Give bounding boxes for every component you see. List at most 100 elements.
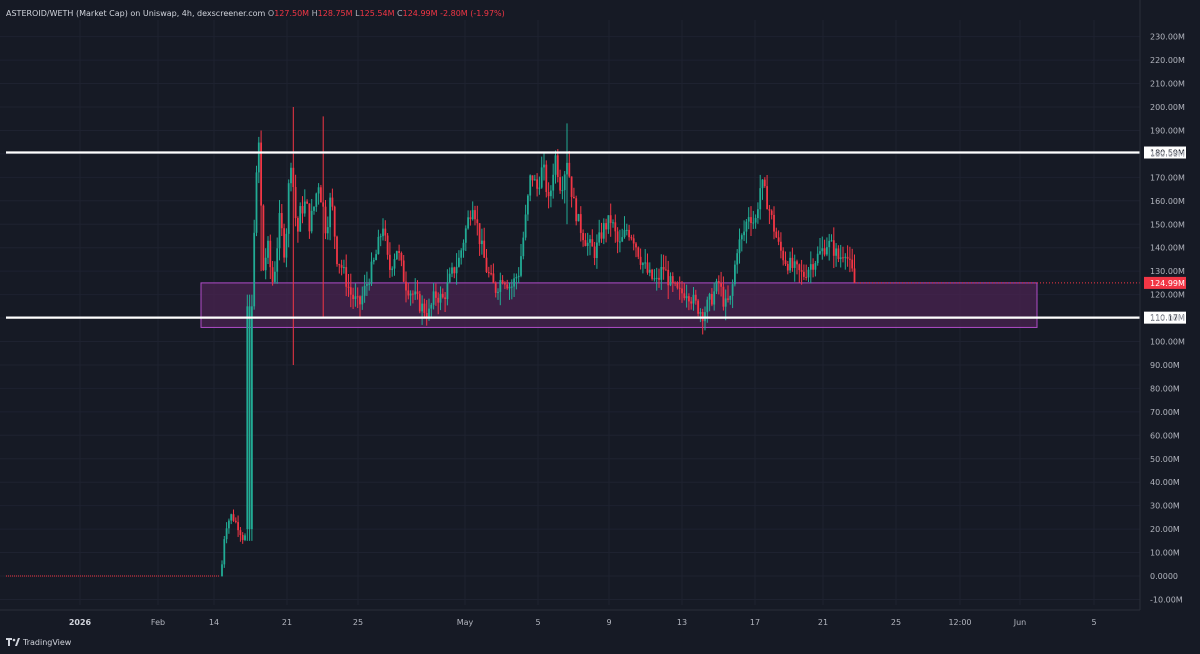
candle-body (520, 256, 522, 276)
candle-body (685, 296, 688, 299)
candle-body (768, 209, 771, 211)
candle-body (375, 254, 377, 261)
candle-body (570, 176, 573, 197)
candle-body (743, 231, 745, 236)
support-zone[interactable] (200, 282, 1038, 328)
time-tick-label: 5 (1091, 618, 1096, 627)
candle-body (430, 304, 433, 309)
price-tick-label: 100.00M (1150, 338, 1185, 347)
candle-body (632, 238, 635, 244)
candle-body (223, 539, 226, 565)
candle-body (517, 275, 520, 278)
candle-body (761, 179, 764, 189)
candle-body (453, 267, 456, 274)
price-axis[interactable]: 230.00M 220.00M 210.00M 200.00M 190.00M 180.0… (1139, 0, 1185, 610)
candle-body (448, 273, 451, 283)
time-tick-label: 9 (606, 618, 611, 627)
price-tick-label: 200.00M (1150, 103, 1185, 112)
candle-body (812, 264, 814, 270)
candle-body (646, 262, 649, 273)
candle-body (393, 259, 396, 269)
time-tick-label: 5 (535, 618, 540, 627)
candle-body (432, 291, 435, 305)
candle-body (283, 228, 285, 258)
candle-body (807, 269, 810, 278)
candle-body (418, 293, 421, 312)
candle-body (676, 283, 679, 288)
candle-body (490, 273, 492, 275)
candle-body (766, 186, 768, 210)
candle-body (435, 291, 437, 298)
level-label-text: 180.59M (1150, 149, 1185, 158)
tradingview-logo[interactable]: TradingView (6, 638, 71, 647)
candle-body (246, 306, 249, 530)
candle-body (326, 227, 329, 234)
candle-body (582, 232, 584, 241)
candle-body (554, 155, 557, 175)
zone-rect[interactable] (200, 282, 1038, 328)
candle-body (699, 311, 702, 314)
time-tick-label: 17 (750, 618, 760, 627)
candle-body (225, 528, 228, 540)
candle-body (455, 266, 458, 274)
candle-body (451, 267, 453, 274)
candle-body (842, 257, 844, 259)
candle-body (409, 293, 412, 296)
candle-body (356, 296, 359, 298)
candle-body (793, 261, 796, 268)
close-value: 124.99M (402, 9, 438, 18)
candle-body (674, 282, 676, 284)
price-tick-label: 70.00M (1150, 408, 1180, 417)
candle-body (577, 214, 580, 222)
price-tick-label: 20.00M (1150, 525, 1180, 534)
candle-body (538, 187, 541, 189)
candle-body (228, 520, 230, 529)
candle-body (315, 193, 318, 207)
candle-body (738, 239, 741, 254)
candle-body (412, 293, 414, 295)
high-label: H (311, 9, 318, 18)
candle-body (446, 282, 449, 300)
candle-body (527, 195, 529, 215)
candle-body (501, 280, 504, 284)
candle-body (241, 535, 244, 540)
candle-body (660, 266, 663, 280)
level-lines[interactable]: 180.59M 110.17M 124.99M (6, 146, 1186, 324)
candle-body (775, 231, 778, 238)
candle-body (287, 183, 290, 234)
candle-body (547, 192, 550, 197)
candle-body (324, 206, 327, 234)
candle-body (237, 522, 239, 531)
candle-body (437, 297, 440, 303)
candle-body (340, 265, 343, 268)
candle-body (602, 223, 605, 239)
candle-body (310, 210, 313, 232)
candle-body (688, 296, 690, 302)
candle-body (745, 221, 748, 232)
candle-body (846, 256, 849, 259)
candle-body (736, 253, 739, 265)
candle-body (395, 251, 398, 260)
low-label: L (355, 9, 360, 18)
candle-body (773, 214, 775, 232)
candle-body (476, 219, 479, 224)
candle-body (545, 164, 548, 193)
candle-body (492, 273, 495, 284)
candle-body (708, 293, 711, 300)
candle-body (644, 262, 647, 264)
price-tick-label: 30.00M (1150, 502, 1180, 511)
candles (6, 107, 856, 577)
candle-body (573, 196, 575, 199)
candle-body (697, 300, 699, 314)
candle-body (506, 284, 509, 289)
price-tick-label: 230.00M (1150, 33, 1185, 42)
candle-body (248, 306, 251, 530)
candle-body (722, 286, 725, 307)
candle-body (481, 240, 483, 245)
time-tick-label: May (457, 618, 474, 627)
candle-body (821, 248, 824, 252)
candle-body (269, 240, 272, 268)
time-axis[interactable]: 2026 Feb 14 21 25 May 5 9 13 17 21 25 12:00 Jun 5 (0, 609, 1140, 627)
candle-body (630, 237, 633, 239)
